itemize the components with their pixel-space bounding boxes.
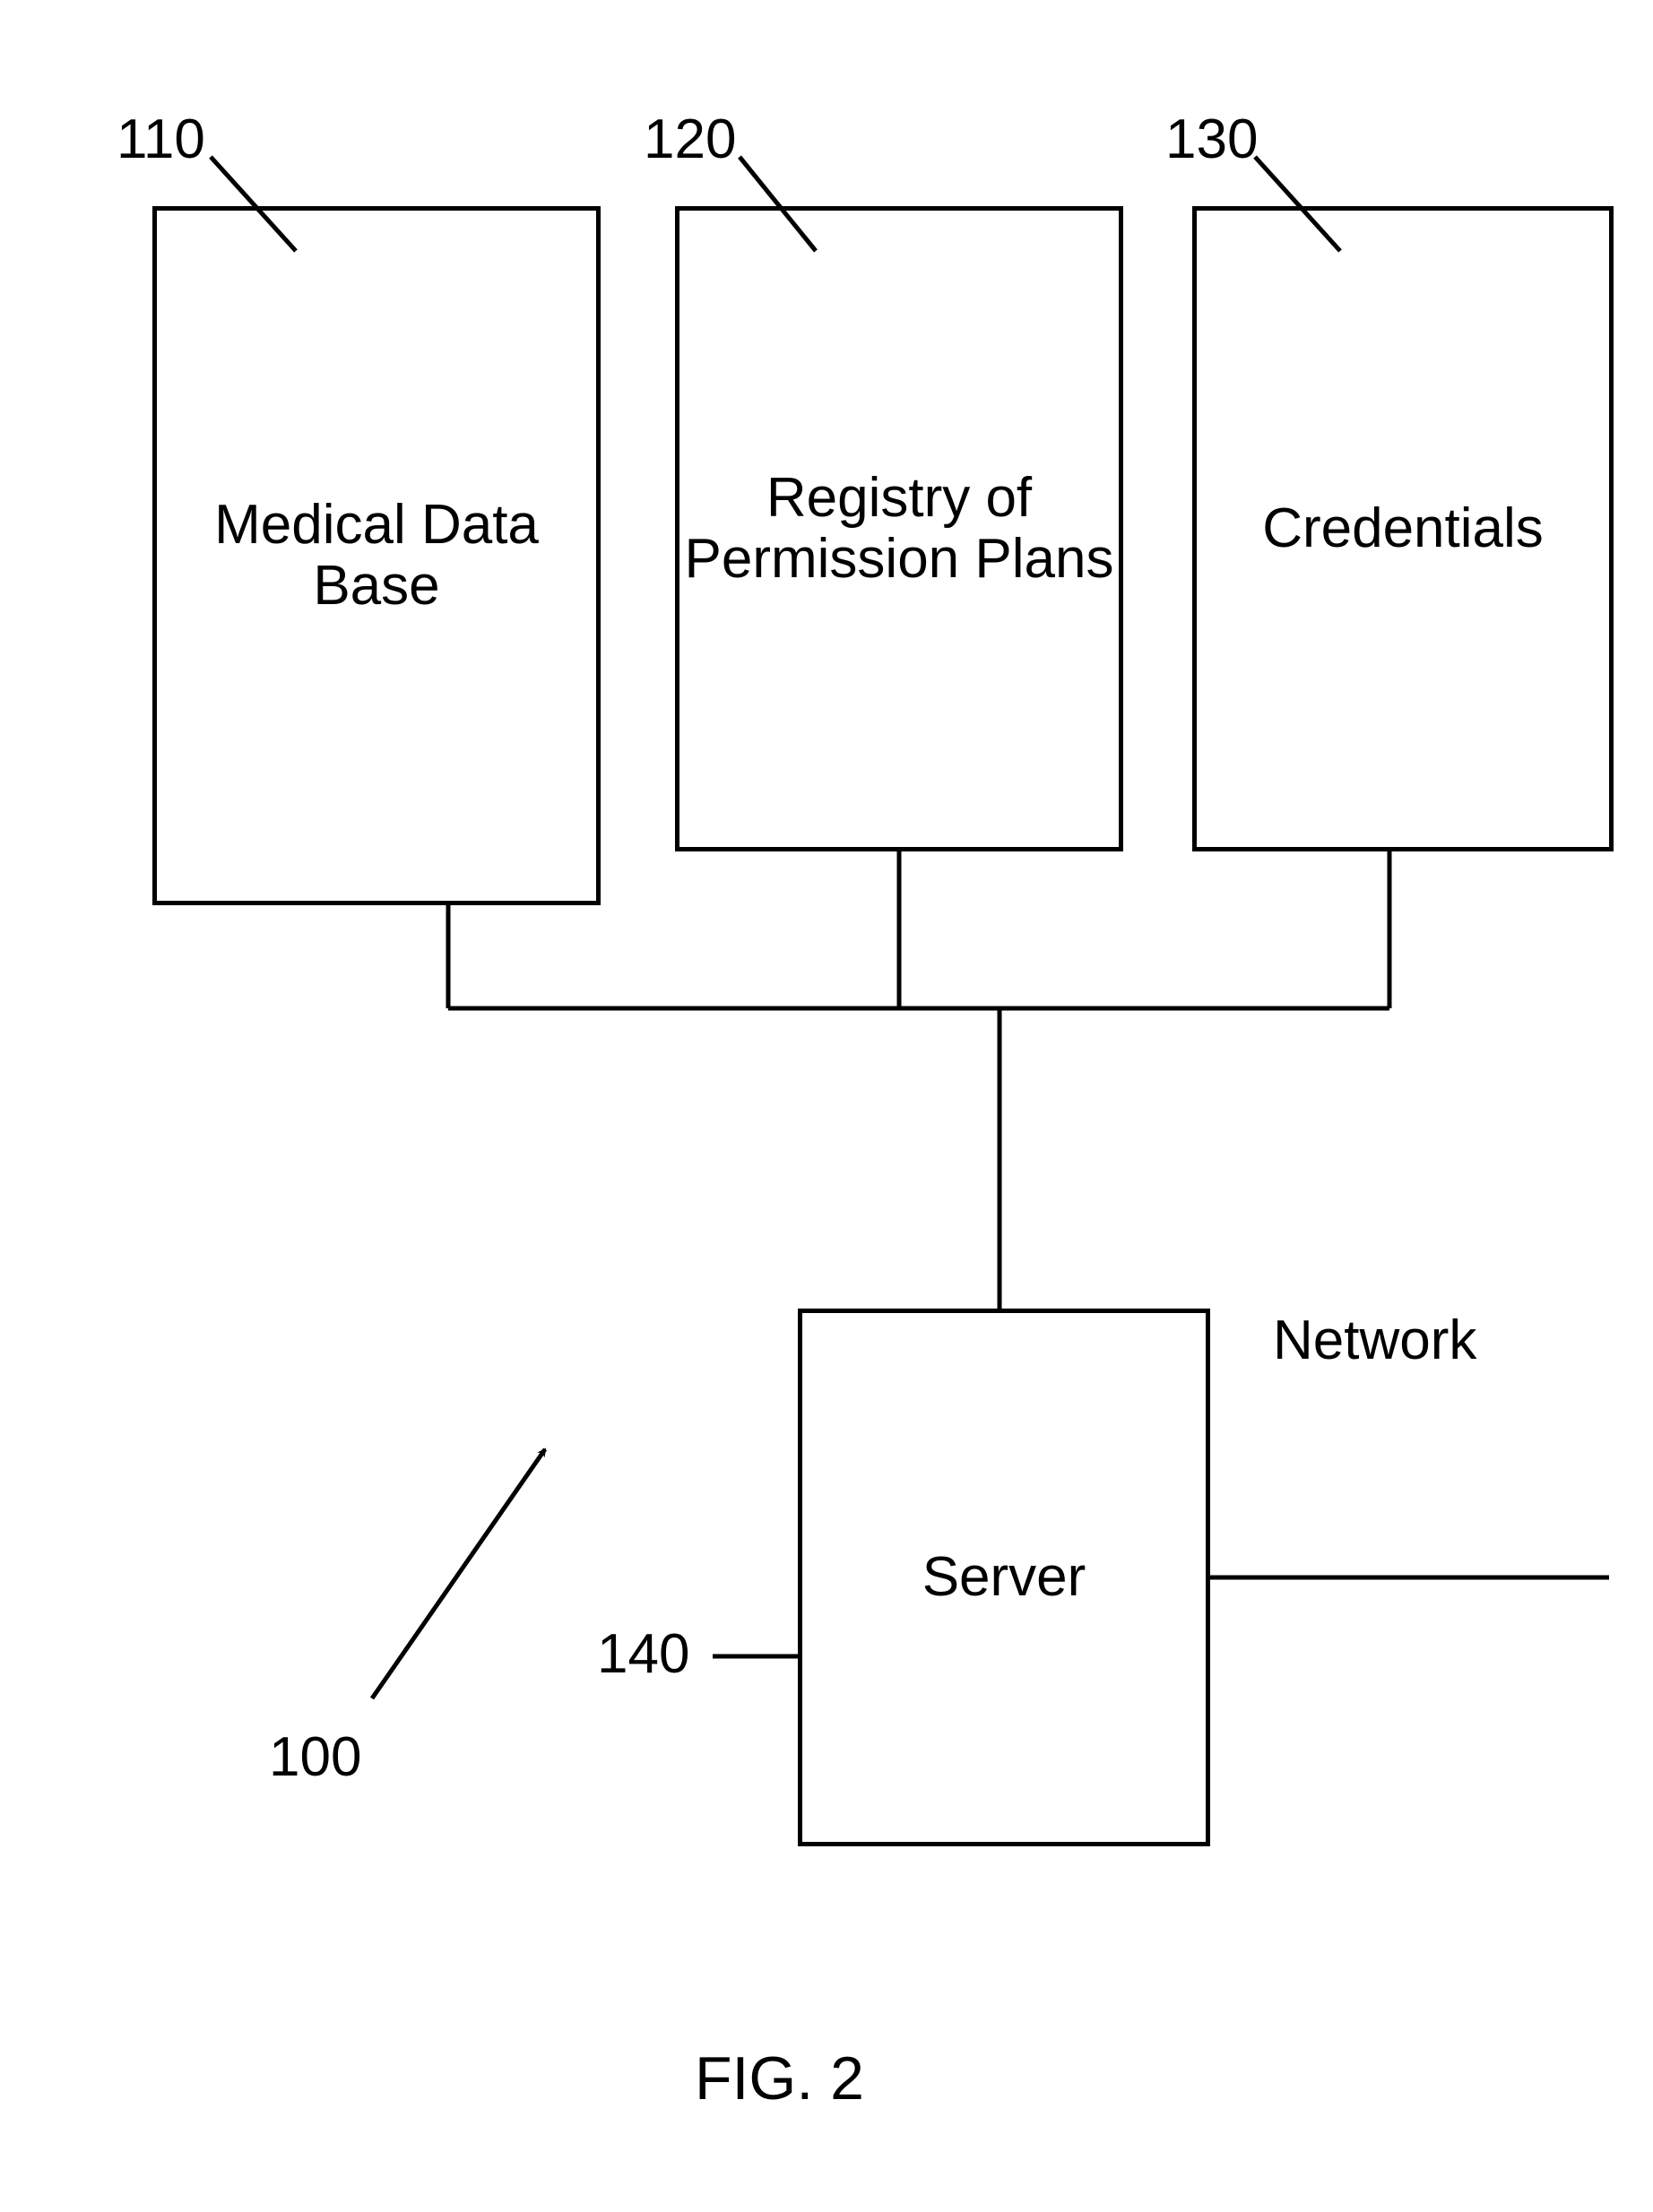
ref-100: 100 xyxy=(269,1725,361,1789)
node-label: Credentials xyxy=(1262,498,1544,559)
node-server: Server xyxy=(798,1309,1210,1846)
network-label: Network xyxy=(1273,1309,1476,1372)
node-label: Server xyxy=(922,1547,1086,1608)
ref-120: 120 xyxy=(644,108,736,171)
node-label: Registry of Permission Plans xyxy=(685,468,1114,590)
ref-110: 110 xyxy=(117,108,205,171)
node-medical-data-base: Medical Data Base xyxy=(152,206,601,905)
node-label: Medical Data Base xyxy=(214,495,539,617)
arrow-100 xyxy=(372,1449,545,1698)
node-credentials: Credentials xyxy=(1192,206,1614,851)
figure-label: FIG. 2 xyxy=(695,2044,864,2113)
ref-140: 140 xyxy=(597,1622,689,1686)
node-registry-permission-plans: Registry of Permission Plans xyxy=(675,206,1123,851)
diagram-stage: Medical Data Base Registry of Permission… xyxy=(0,0,1653,2212)
ref-130: 130 xyxy=(1165,108,1258,171)
